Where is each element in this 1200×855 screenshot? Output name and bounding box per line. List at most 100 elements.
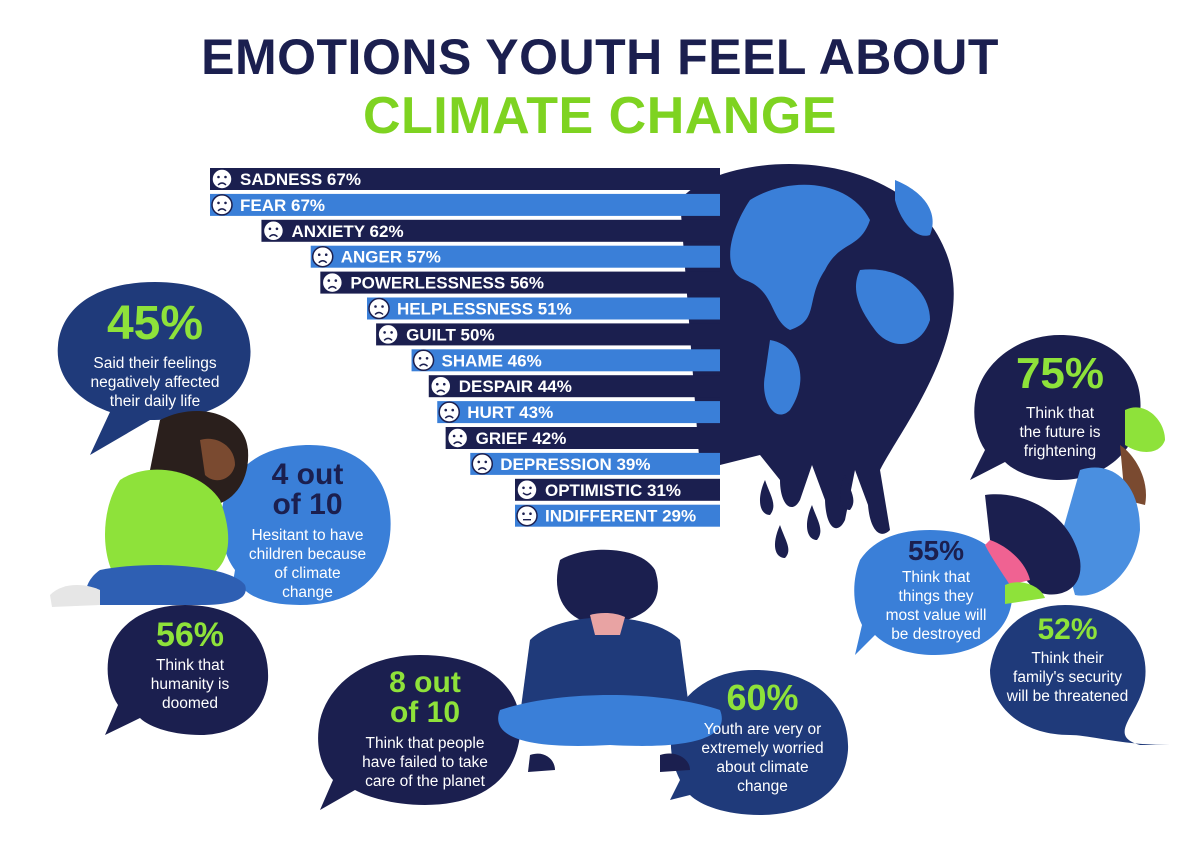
stat-4of10-line-3: of climate <box>274 565 341 582</box>
stat-52: 52% Think their family's security will b… <box>990 615 1145 706</box>
bar-helplessness <box>367 297 720 320</box>
stat-45-line-3: their daily life <box>109 393 201 410</box>
stat-60-line-4: change <box>737 778 788 795</box>
stat-4of10-line-2: children because <box>248 546 367 563</box>
girl-face <box>200 438 235 481</box>
bubble-8of10 <box>318 655 521 810</box>
bar-shame <box>411 349 720 372</box>
weary-face-icon <box>368 297 390 320</box>
stat-45: 45% Said their feelings negatively affec… <box>60 300 250 411</box>
drip-1 <box>759 480 774 515</box>
bar-hurt <box>437 401 720 424</box>
stat-8of10-line-2: have failed to take <box>362 754 488 771</box>
bubble-75 <box>970 335 1141 480</box>
drip-3 <box>806 505 821 540</box>
drip-4 <box>774 525 789 558</box>
title-line-1: EMOTIONS YOUTH FEEL ABOUT <box>201 29 999 85</box>
continent-south-america <box>764 340 801 415</box>
girl-hair <box>150 411 249 505</box>
bar-label-anger: ANGER 57% <box>341 248 441 267</box>
stat-55-line-2: things they <box>898 588 974 605</box>
bar-anxiety <box>261 219 720 242</box>
bar-indifferent <box>515 504 720 527</box>
bubble-55 <box>854 530 1013 655</box>
stat-4of10-value-1: 4 out <box>271 458 344 491</box>
bar-fear <box>210 193 720 216</box>
stat-60: 60% Youth are very or extremely worried … <box>680 680 845 796</box>
bubble-60 <box>670 670 849 815</box>
boy-hood <box>556 549 658 625</box>
stat-45-line-2: negatively affected <box>90 374 220 391</box>
continent-americas <box>730 184 870 330</box>
boy-legs <box>498 695 722 746</box>
frowning-face-icon <box>438 401 460 423</box>
boy-hoodie <box>520 617 690 715</box>
bar-label-fear: FEAR 67% <box>240 196 325 215</box>
bar-label-powerlessness: POWERLESSNESS 56% <box>350 274 544 293</box>
stat-75-line-2: the future is <box>1019 424 1101 441</box>
stat-75-value: 75% <box>1015 349 1105 398</box>
continent-europe <box>895 180 933 236</box>
girl-shoe <box>50 585 100 607</box>
stat-56-line-1: Think that <box>155 657 225 674</box>
bar-label-grief: GRIEF 42% <box>476 429 567 448</box>
bar-label-shame: SHAME 46% <box>442 351 542 370</box>
girl-right-legs <box>985 494 1081 595</box>
stat-56-value: 56% <box>155 616 225 654</box>
stat-75-line-1: Think that <box>1025 405 1095 422</box>
bar-sadness <box>210 168 720 190</box>
stat-4of10-value-2: of 10 <box>272 488 343 521</box>
stat-55-line-1: Think that <box>901 569 971 586</box>
stat-45-line-1: Said their feelings <box>93 355 217 372</box>
boy-shoe-right <box>660 753 690 772</box>
bar-depression <box>470 452 720 475</box>
bar-label-helplessness: HELPLESSNESS 51% <box>397 300 572 319</box>
fearful-face-icon <box>211 194 233 216</box>
stat-8of10-value-2: of 10 <box>389 696 461 729</box>
bubble-56 <box>105 605 269 735</box>
continent-africa <box>855 269 930 344</box>
bar-label-despair: DESPAIR 44% <box>459 377 572 396</box>
bar-powerlessness <box>320 271 720 294</box>
bar-despair <box>428 375 720 398</box>
stat-52-line-1: Think their <box>1031 650 1104 667</box>
stat-52-value: 52% <box>1037 613 1098 646</box>
stat-55-line-3: most value will <box>885 607 987 624</box>
stat-52-line-3: will be threatened <box>1006 688 1129 705</box>
bar-anger <box>310 245 720 268</box>
bar-label-optimistic: OPTIMISTIC 31% <box>545 481 681 500</box>
stat-75-line-3: frightening <box>1023 443 1097 460</box>
stat-55-line-4: be destroyed <box>891 626 981 643</box>
neutral-face-icon <box>516 504 538 527</box>
stat-8of10-line-1: Think that people <box>365 735 485 752</box>
title-line-2: CLIMATE CHANGE <box>362 87 837 145</box>
melting-globe <box>680 164 954 558</box>
bar-label-guilt: GUILT 50% <box>406 325 494 344</box>
illustration-girl-right <box>985 407 1165 604</box>
girl-jeans <box>85 565 246 605</box>
stat-8of10: 8 out of 10 Think that people have faile… <box>335 668 515 791</box>
stat-4of10: 4 out of 10 Hesitant to have children be… <box>225 460 390 602</box>
illustration-boy-center <box>498 549 722 772</box>
crying-face-icon <box>446 427 469 449</box>
stat-60-value: 60% <box>726 677 799 718</box>
stat-60-line-2: extremely worried <box>701 740 824 757</box>
stat-56: 56% Think that humanity is doomed <box>115 618 265 713</box>
bubble-52 <box>990 605 1170 745</box>
stat-8of10-value-1: 8 out <box>389 666 461 699</box>
girl-sweater <box>105 469 229 585</box>
stat-75: 75% Think that the future is frightening <box>985 352 1135 461</box>
bar-guilt <box>376 323 720 346</box>
bar-label-anxiety: ANXIETY 62% <box>291 222 403 241</box>
stat-4of10-line-1: Hesitant to have <box>251 527 364 544</box>
girl-beanie <box>1125 407 1165 452</box>
drip-2 <box>839 475 854 510</box>
grimacing-face-icon <box>321 271 344 294</box>
anxious-face-icon <box>262 220 285 242</box>
illustration-girl-left <box>50 411 249 607</box>
confounded-face-icon <box>471 453 494 475</box>
stat-45-value: 45% <box>106 297 204 350</box>
boy-shoe-left <box>528 753 555 772</box>
